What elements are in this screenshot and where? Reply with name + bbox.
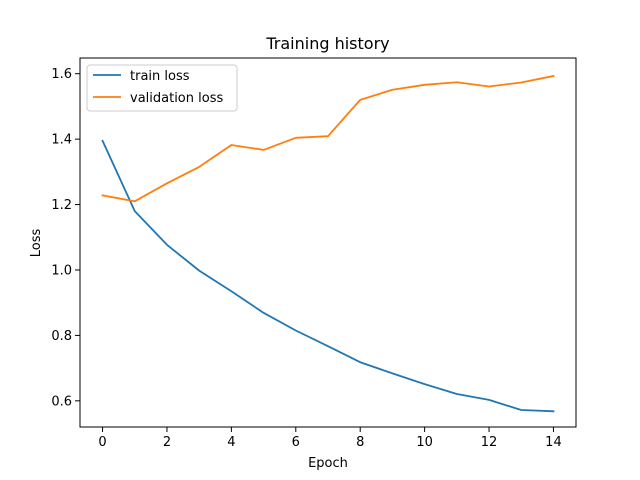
- y-tick-label: 1.6: [51, 67, 72, 82]
- x-tick-label: 4: [227, 435, 235, 450]
- chart-title: Training history: [265, 34, 389, 53]
- plot-area: [79, 57, 577, 428]
- y-tick-label: 1.2: [51, 198, 72, 213]
- legend-label-validation-loss: validation loss: [130, 91, 223, 106]
- x-tick-label: 12: [481, 435, 498, 450]
- series-layer: [101, 74, 555, 413]
- y-tick-label: 1.4: [51, 133, 72, 148]
- x-axis: 0 2 4 6 8 10 12 14: [98, 427, 562, 450]
- y-tick-label: 0.8: [51, 329, 72, 344]
- legend-label-train-loss: train loss: [130, 69, 190, 84]
- y-axis: 0.6 0.8 1.0 1.2 1.4 1.6: [51, 67, 80, 409]
- y-axis-label: Loss: [29, 229, 44, 258]
- x-tick-label: 10: [416, 435, 433, 450]
- series-line-train-loss: [101, 139, 555, 413]
- x-tick-label: 8: [356, 435, 364, 450]
- x-tick-label: 0: [98, 435, 106, 450]
- series-line-validation-loss: [101, 74, 555, 203]
- x-tick-label: 6: [292, 435, 300, 450]
- x-tick-label: 2: [163, 435, 171, 450]
- legend-box: [86, 64, 238, 112]
- y-tick-label: 1.0: [51, 263, 72, 278]
- x-axis-label: Epoch: [308, 456, 348, 471]
- legend: train loss validation loss: [86, 64, 238, 112]
- axes-frame: [79, 57, 577, 428]
- x-tick-label: 14: [545, 435, 562, 450]
- y-tick-label: 0.6: [51, 394, 72, 409]
